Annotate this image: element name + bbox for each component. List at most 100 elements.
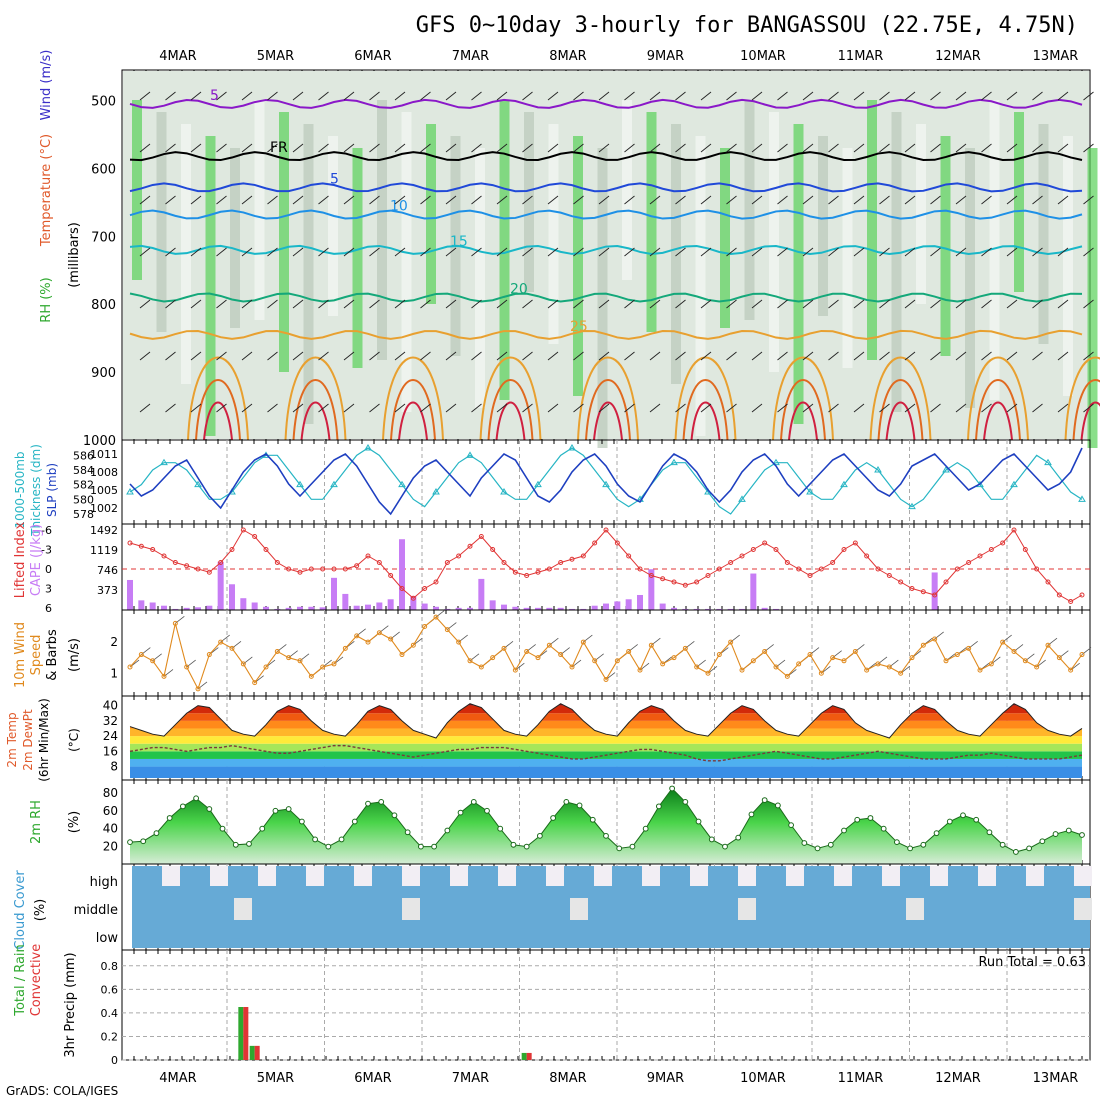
wind-barb: [1083, 195, 1094, 205]
temp-contour: [284, 356, 347, 441]
wind10-marker: [909, 655, 915, 661]
wind-barb: [675, 351, 686, 361]
li-marker: [841, 547, 847, 552]
wind-barb: [700, 195, 712, 205]
wind-barb: [318, 195, 329, 205]
wind-barb: [853, 195, 865, 205]
li-marker: [920, 589, 926, 595]
thickness-tick-label: 580: [73, 493, 94, 506]
wind-barb: [726, 299, 737, 309]
li-marker: [422, 586, 428, 591]
wind10-marker: [852, 648, 858, 654]
temp-contour: [1080, 401, 1100, 441]
wind-barb: [420, 143, 431, 153]
wind-barb: [1032, 299, 1043, 309]
cape-tick-label: 373: [97, 584, 118, 597]
pressure-tick-label: 600: [91, 162, 116, 177]
wind-barb: [420, 299, 431, 309]
cape-bar: [365, 604, 371, 610]
thickness-tick-label: 584: [73, 464, 94, 477]
cloud-gap: [546, 866, 564, 886]
rh2m-marker: [193, 795, 200, 802]
wind-barb: [165, 143, 176, 153]
wind10-marker: [988, 661, 994, 667]
wind10-marker: [932, 636, 938, 642]
li-marker: [240, 527, 246, 533]
temp-contour: [585, 379, 631, 441]
bottom-date-axis: 4MAR 5MAR 6MAR 7MAR 8MAR 9MAR 10MAR 11MAR 12MAR 1…: [159, 1071, 1078, 1086]
temp-contour: [885, 401, 916, 441]
wind10-marker: [184, 664, 190, 670]
wind10-marker: [308, 673, 314, 679]
temp-contour: [967, 356, 1029, 441]
wind-barb: [624, 143, 635, 153]
rh-shading: [940, 136, 951, 356]
precip-tick-label: 0.8: [101, 960, 119, 973]
wind10-tick-label: 2: [110, 635, 118, 649]
wind-barb: [1032, 351, 1043, 361]
cloud-gap: [306, 866, 324, 886]
wind10-marker: [1011, 648, 1017, 654]
wind-barb: [241, 403, 253, 413]
rh2m-marker: [603, 832, 609, 839]
wind10-marker: [172, 620, 178, 626]
li-marker: [274, 560, 280, 565]
precip-total-bar: [521, 1052, 527, 1060]
wind-barb: [726, 91, 737, 101]
wind-barb: [394, 247, 406, 257]
contour-label: 20: [510, 281, 528, 297]
wind-barb: [139, 247, 151, 257]
contour-label: 5: [330, 171, 339, 187]
li-marker: [456, 553, 462, 559]
temp-contour: [674, 356, 737, 441]
li-marker: [592, 540, 598, 546]
wind-barb: [930, 91, 941, 101]
wind10-marker: [490, 655, 496, 661]
wind10-marker: [592, 658, 598, 664]
wind10-marker: [966, 645, 972, 651]
wind-barb: [751, 91, 763, 101]
contour-label: 15: [450, 234, 468, 250]
panel-axis-label: & Barbs: [45, 629, 60, 681]
rh2m-marker: [1039, 838, 1046, 845]
wind-barb: [165, 91, 176, 101]
pressure-tick-label: 700: [91, 230, 116, 245]
wind-barb: [751, 403, 763, 413]
li-marker: [184, 563, 190, 569]
bottom-date-label: 11MAR: [838, 1071, 884, 1086]
rh2m-marker: [127, 839, 133, 846]
wind-barb: [777, 143, 788, 153]
precip-tick-label: 0: [111, 1054, 118, 1067]
thickness-marker: [908, 502, 916, 510]
top-date-label: 6MAR: [354, 49, 391, 64]
cape-bar: [308, 606, 315, 610]
li-tick-label: 3: [45, 583, 52, 596]
rh2m-unit: (%): [67, 811, 82, 834]
cape-bar: [705, 608, 711, 610]
cape-bar: [512, 606, 519, 610]
cloud-gap: [210, 866, 228, 886]
wind-barb: [751, 351, 763, 361]
li-marker: [1000, 540, 1006, 546]
rh-shading: [573, 136, 583, 396]
wind-barb: [1006, 351, 1018, 361]
rh2m-marker: [550, 815, 557, 821]
wind-barb: [700, 403, 712, 413]
cloud-gap: [402, 866, 420, 886]
temp-contour: [788, 401, 818, 441]
cloud-gap: [834, 866, 852, 886]
temp-band: [130, 720, 1082, 729]
wind10-marker: [456, 639, 462, 645]
cape-bar: [671, 607, 677, 610]
li-marker: [1045, 579, 1051, 585]
wind-barb: [496, 403, 508, 413]
wind-barb: [1032, 143, 1043, 153]
wind-barb: [496, 247, 508, 257]
rh-shading: [548, 124, 559, 344]
wind-barb: [1083, 91, 1094, 101]
cloud-panel: [121, 863, 1092, 951]
cape-bar: [727, 608, 734, 610]
temp-band: [130, 766, 1082, 778]
pressure-tick-label: 800: [91, 298, 116, 313]
li-marker: [852, 540, 858, 546]
